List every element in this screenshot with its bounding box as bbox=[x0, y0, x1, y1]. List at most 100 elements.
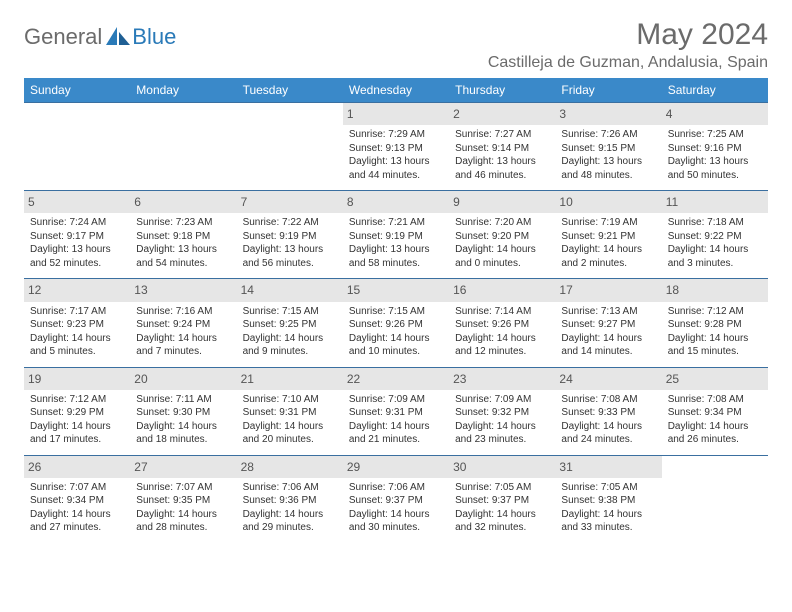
daylight-text-2: and 21 minutes. bbox=[349, 433, 443, 447]
daylight-text-1: Daylight: 13 hours bbox=[30, 243, 124, 257]
calendar-day-cell: 30Sunrise: 7:05 AMSunset: 9:37 PMDayligh… bbox=[449, 455, 555, 543]
daylight-text-1: Daylight: 14 hours bbox=[136, 420, 230, 434]
day-number: 18 bbox=[662, 279, 768, 301]
daylight-text-1: Daylight: 14 hours bbox=[668, 332, 762, 346]
sunrise-text: Sunrise: 7:16 AM bbox=[136, 305, 230, 319]
day-number: 13 bbox=[130, 279, 236, 301]
daylight-text-2: and 15 minutes. bbox=[668, 345, 762, 359]
calendar-day-cell: 21Sunrise: 7:10 AMSunset: 9:31 PMDayligh… bbox=[237, 367, 343, 455]
calendar-table: SundayMondayTuesdayWednesdayThursdayFrid… bbox=[24, 78, 768, 543]
day-number: 25 bbox=[662, 368, 768, 390]
daylight-text-1: Daylight: 14 hours bbox=[455, 332, 549, 346]
calendar-day-cell: 23Sunrise: 7:09 AMSunset: 9:32 PMDayligh… bbox=[449, 367, 555, 455]
calendar-day-cell: 1Sunrise: 7:29 AMSunset: 9:13 PMDaylight… bbox=[343, 103, 449, 191]
sunset-text: Sunset: 9:21 PM bbox=[561, 230, 655, 244]
daylight-text-1: Daylight: 14 hours bbox=[561, 420, 655, 434]
month-title: May 2024 bbox=[488, 18, 768, 52]
sunset-text: Sunset: 9:30 PM bbox=[136, 406, 230, 420]
header: General Blue May 2024 Castilleja de Guzm… bbox=[24, 18, 768, 72]
sunset-text: Sunset: 9:28 PM bbox=[668, 318, 762, 332]
calendar-day-cell: . bbox=[130, 103, 236, 191]
logo-text-general: General bbox=[24, 24, 102, 50]
sunrise-text: Sunrise: 7:08 AM bbox=[668, 393, 762, 407]
daylight-text-1: Daylight: 14 hours bbox=[668, 243, 762, 257]
daylight-text-1: Daylight: 13 hours bbox=[349, 243, 443, 257]
daylight-text-2: and 24 minutes. bbox=[561, 433, 655, 447]
sunrise-text: Sunrise: 7:21 AM bbox=[349, 216, 443, 230]
sunrise-text: Sunrise: 7:05 AM bbox=[455, 481, 549, 495]
day-number: 3 bbox=[555, 103, 661, 125]
day-number: 9 bbox=[449, 191, 555, 213]
daylight-text-2: and 5 minutes. bbox=[30, 345, 124, 359]
sunrise-text: Sunrise: 7:10 AM bbox=[243, 393, 337, 407]
calendar-day-cell: . bbox=[662, 455, 768, 543]
sunrise-text: Sunrise: 7:22 AM bbox=[243, 216, 337, 230]
day-number: 15 bbox=[343, 279, 449, 301]
daylight-text-1: Daylight: 14 hours bbox=[455, 508, 549, 522]
daylight-text-2: and 54 minutes. bbox=[136, 257, 230, 271]
calendar-day-cell: 9Sunrise: 7:20 AMSunset: 9:20 PMDaylight… bbox=[449, 191, 555, 279]
daylight-text-2: and 12 minutes. bbox=[455, 345, 549, 359]
daylight-text-1: Daylight: 14 hours bbox=[30, 420, 124, 434]
sunrise-text: Sunrise: 7:26 AM bbox=[561, 128, 655, 142]
sunset-text: Sunset: 9:26 PM bbox=[349, 318, 443, 332]
sunrise-text: Sunrise: 7:18 AM bbox=[668, 216, 762, 230]
daylight-text-2: and 9 minutes. bbox=[243, 345, 337, 359]
daylight-text-2: and 48 minutes. bbox=[561, 169, 655, 183]
daylight-text-1: Daylight: 13 hours bbox=[349, 155, 443, 169]
calendar-day-cell: 15Sunrise: 7:15 AMSunset: 9:26 PMDayligh… bbox=[343, 279, 449, 367]
sunset-text: Sunset: 9:37 PM bbox=[455, 494, 549, 508]
calendar-day-cell: 5Sunrise: 7:24 AMSunset: 9:17 PMDaylight… bbox=[24, 191, 130, 279]
sunrise-text: Sunrise: 7:23 AM bbox=[136, 216, 230, 230]
day-number: 24 bbox=[555, 368, 661, 390]
day-number: 2 bbox=[449, 103, 555, 125]
weekday-header: Monday bbox=[130, 78, 236, 103]
sunset-text: Sunset: 9:14 PM bbox=[455, 142, 549, 156]
daylight-text-1: Daylight: 14 hours bbox=[455, 420, 549, 434]
day-number: 14 bbox=[237, 279, 343, 301]
daylight-text-2: and 30 minutes. bbox=[349, 521, 443, 535]
calendar-week-row: ...1Sunrise: 7:29 AMSunset: 9:13 PMDayli… bbox=[24, 103, 768, 191]
day-number: 20 bbox=[130, 368, 236, 390]
daylight-text-2: and 18 minutes. bbox=[136, 433, 230, 447]
daylight-text-1: Daylight: 14 hours bbox=[561, 243, 655, 257]
day-number: 28 bbox=[237, 456, 343, 478]
day-number: 4 bbox=[662, 103, 768, 125]
day-number: 21 bbox=[237, 368, 343, 390]
calendar-day-cell: 3Sunrise: 7:26 AMSunset: 9:15 PMDaylight… bbox=[555, 103, 661, 191]
sunrise-text: Sunrise: 7:07 AM bbox=[136, 481, 230, 495]
sunrise-text: Sunrise: 7:08 AM bbox=[561, 393, 655, 407]
weekday-header: Saturday bbox=[662, 78, 768, 103]
daylight-text-1: Daylight: 14 hours bbox=[349, 332, 443, 346]
sunset-text: Sunset: 9:27 PM bbox=[561, 318, 655, 332]
sunrise-text: Sunrise: 7:17 AM bbox=[30, 305, 124, 319]
daylight-text-2: and 58 minutes. bbox=[349, 257, 443, 271]
day-number: 31 bbox=[555, 456, 661, 478]
sunset-text: Sunset: 9:19 PM bbox=[349, 230, 443, 244]
sunset-text: Sunset: 9:15 PM bbox=[561, 142, 655, 156]
daylight-text-2: and 3 minutes. bbox=[668, 257, 762, 271]
daylight-text-1: Daylight: 13 hours bbox=[243, 243, 337, 257]
calendar-day-cell: 10Sunrise: 7:19 AMSunset: 9:21 PMDayligh… bbox=[555, 191, 661, 279]
calendar-day-cell: 20Sunrise: 7:11 AMSunset: 9:30 PMDayligh… bbox=[130, 367, 236, 455]
sunrise-text: Sunrise: 7:09 AM bbox=[455, 393, 549, 407]
sunrise-text: Sunrise: 7:06 AM bbox=[349, 481, 443, 495]
sunrise-text: Sunrise: 7:25 AM bbox=[668, 128, 762, 142]
title-block: May 2024 Castilleja de Guzman, Andalusia… bbox=[488, 18, 768, 72]
sunrise-text: Sunrise: 7:27 AM bbox=[455, 128, 549, 142]
calendar-day-cell: 19Sunrise: 7:12 AMSunset: 9:29 PMDayligh… bbox=[24, 367, 130, 455]
daylight-text-1: Daylight: 14 hours bbox=[349, 420, 443, 434]
sunset-text: Sunset: 9:23 PM bbox=[30, 318, 124, 332]
sunset-text: Sunset: 9:16 PM bbox=[668, 142, 762, 156]
daylight-text-1: Daylight: 14 hours bbox=[668, 420, 762, 434]
weekday-header: Thursday bbox=[449, 78, 555, 103]
sunset-text: Sunset: 9:38 PM bbox=[561, 494, 655, 508]
sunrise-text: Sunrise: 7:07 AM bbox=[30, 481, 124, 495]
day-number: 10 bbox=[555, 191, 661, 213]
calendar-day-cell: . bbox=[237, 103, 343, 191]
calendar-day-cell: 28Sunrise: 7:06 AMSunset: 9:36 PMDayligh… bbox=[237, 455, 343, 543]
sunset-text: Sunset: 9:35 PM bbox=[136, 494, 230, 508]
day-number: 5 bbox=[24, 191, 130, 213]
sunset-text: Sunset: 9:34 PM bbox=[30, 494, 124, 508]
calendar-day-cell: 13Sunrise: 7:16 AMSunset: 9:24 PMDayligh… bbox=[130, 279, 236, 367]
